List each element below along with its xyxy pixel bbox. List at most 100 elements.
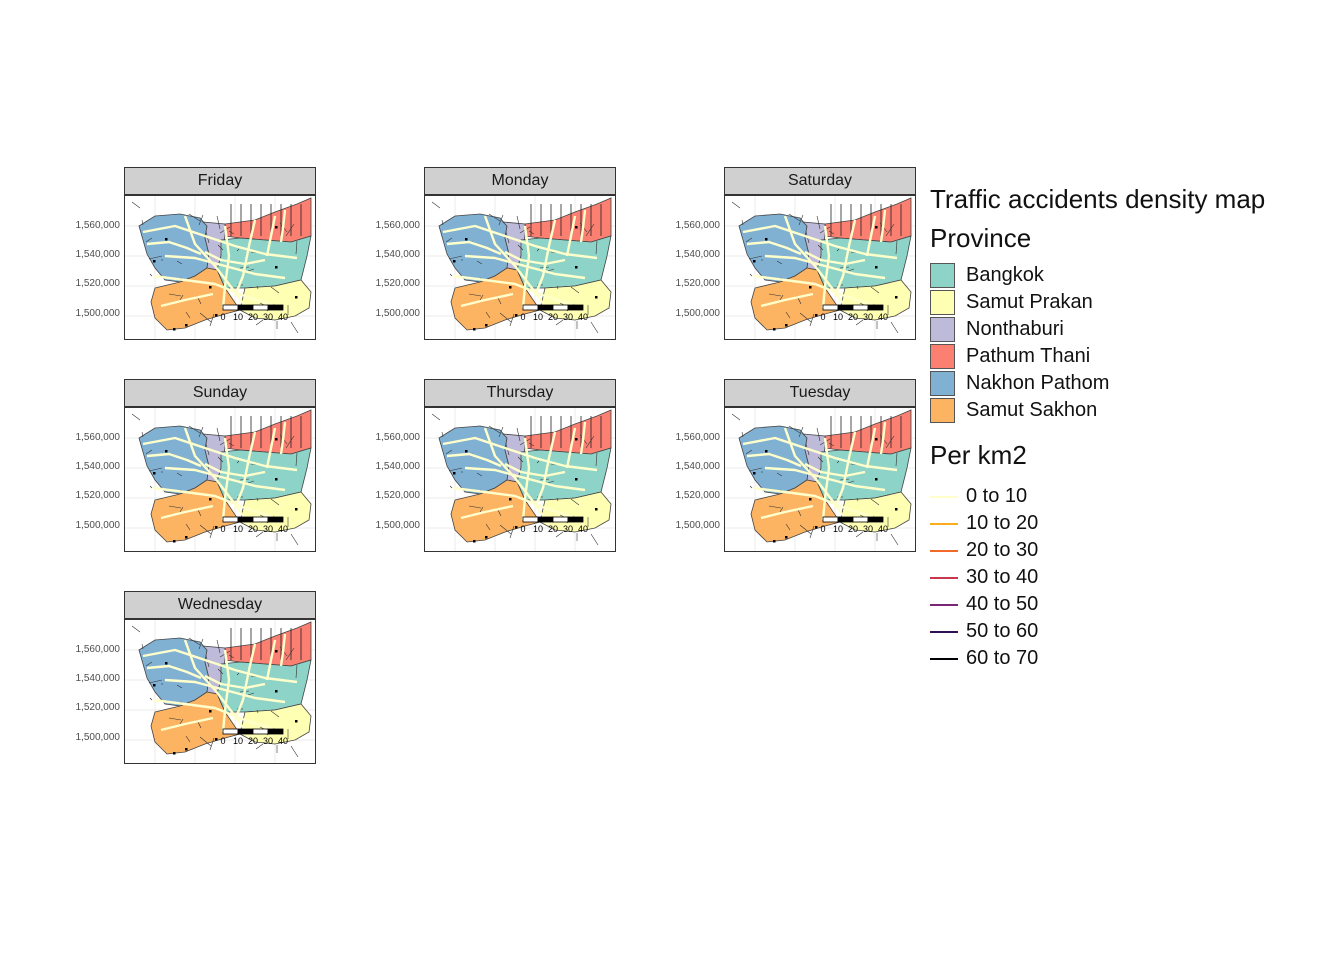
road-density-line: [760, 292, 814, 308]
province-map: 0 10 20 30 40: [725, 408, 915, 551]
district-border: [255, 319, 264, 326]
district-border: [890, 321, 899, 334]
scale-bar: 0 10 20 30 40: [220, 728, 288, 746]
facet-panel: Saturday 0 10 20 30 40 1,560,000 1,540,000 1,520…: [676, 167, 916, 340]
district-border: [517, 244, 524, 251]
district-border: [847, 480, 855, 484]
high-density-segment: [895, 508, 898, 511]
district-border: [131, 201, 141, 209]
province-legend-title: Province: [930, 223, 1032, 253]
y-axis-ticks: 1,560,000 1,540,000 1,520,000 1,500,000: [362, 407, 421, 550]
province-key: Pathum Thani: [930, 343, 1330, 370]
scale-bar-label: 10: [833, 524, 843, 534]
high-density-segment: [809, 498, 812, 501]
province-swatch: [930, 317, 955, 342]
district-border: [817, 456, 824, 463]
scale-bar-segment: [237, 516, 254, 523]
province-region: [824, 197, 912, 243]
district-border: [216, 427, 221, 442]
district-border: [855, 531, 864, 538]
high-density-segment: [753, 260, 756, 263]
scale-bar: 0 10 20 30 40: [520, 516, 588, 534]
district-border: [547, 268, 555, 272]
high-density-segment: [275, 690, 278, 693]
density-line-swatch: [930, 576, 958, 579]
province-region: [150, 267, 241, 331]
scale-bar-segment: [267, 728, 284, 735]
scale-bar-segment: [567, 516, 584, 523]
district-border: [179, 718, 184, 725]
density-label: 0 to 10: [966, 485, 1028, 507]
road-density-line: [221, 225, 231, 309]
road-density-line: [160, 716, 214, 732]
density-line-swatch: [930, 630, 958, 633]
district-border: [255, 531, 264, 538]
district-border: [168, 717, 182, 721]
district-border: [168, 505, 182, 509]
province-label: Pathum Thani: [966, 345, 1091, 367]
district-border: [779, 294, 784, 301]
scale-bar: 0 10 20 30 40: [220, 516, 288, 534]
district-border: [445, 449, 453, 455]
high-density-segment: [809, 286, 812, 289]
scale-bar-label: 10: [233, 524, 243, 534]
y-tick-label: 1,520,000: [675, 490, 721, 501]
district-border: [498, 214, 504, 226]
road-density-line: [483, 427, 551, 527]
y-tick-label: 1,500,000: [75, 308, 121, 319]
high-density-segment: [485, 536, 488, 539]
road-density-line: [152, 698, 276, 732]
scale-bar-label: 40: [278, 736, 288, 746]
district-border: [570, 286, 580, 294]
road-density-line: [764, 254, 886, 280]
high-density-segment: [875, 266, 878, 269]
district-border: [176, 472, 183, 477]
district-border: [809, 525, 815, 539]
scale-bar-label: 40: [278, 524, 288, 534]
high-density-segment: [515, 526, 518, 529]
map-plot-area: 0 10 20 30 40: [424, 407, 616, 552]
y-tick-label: 1,540,000: [75, 461, 121, 472]
facet-panel: Wednesday 0 10 20 30 40 1,560,000 1,540,000 1,52…: [76, 591, 316, 764]
scale-bar-label: 20: [248, 312, 258, 322]
road-density-line: [521, 437, 531, 521]
y-tick-label: 1,500,000: [375, 308, 421, 319]
density-label: 10 to 20: [966, 512, 1039, 534]
road-density-line: [804, 250, 866, 266]
district-border: [199, 736, 212, 747]
province-region: [524, 197, 612, 243]
scale-bar-label: 40: [878, 524, 888, 534]
high-density-segment: [785, 536, 788, 539]
district-border: [556, 285, 559, 290]
facet-panel: Thursday 0 10 20 30 40 1,560,000 1,540,000 1,520…: [376, 379, 616, 552]
district-border: [217, 668, 224, 675]
high-density-segment: [753, 472, 756, 475]
map-plot-area: 0 10 20 30 40: [124, 407, 316, 552]
district-border: [295, 452, 298, 467]
district-border: [556, 497, 559, 502]
y-tick-label: 1,500,000: [75, 520, 121, 531]
road-density-line: [460, 504, 514, 520]
high-density-segment: [295, 508, 298, 511]
facet-panel: Friday 0 10 20 30 40 1,560,000 1,540,000 1,520,0…: [76, 167, 316, 340]
district-border: [290, 745, 299, 758]
y-tick-label: 1,540,000: [675, 249, 721, 260]
road-density-line: [160, 292, 214, 308]
district-border: [209, 313, 215, 327]
district-border: [285, 647, 295, 661]
district-border: [745, 449, 753, 455]
district-border: [145, 449, 153, 455]
high-density-segment: [575, 478, 578, 481]
district-border: [479, 294, 484, 301]
road-density-line: [460, 292, 514, 308]
province-legend: Bangkok Samut Prakan Nonthaburi Pathum Than…: [930, 262, 1330, 424]
high-density-segment: [509, 498, 512, 501]
district-border: [509, 525, 515, 539]
density-line-swatch: [930, 603, 958, 606]
road-density-line: [164, 466, 286, 492]
district-border: [798, 214, 804, 226]
high-density-segment: [275, 438, 278, 441]
y-tick-label: 1,560,000: [75, 644, 121, 655]
road-density-line: [152, 274, 276, 308]
scale-bar-segment: [537, 516, 554, 523]
